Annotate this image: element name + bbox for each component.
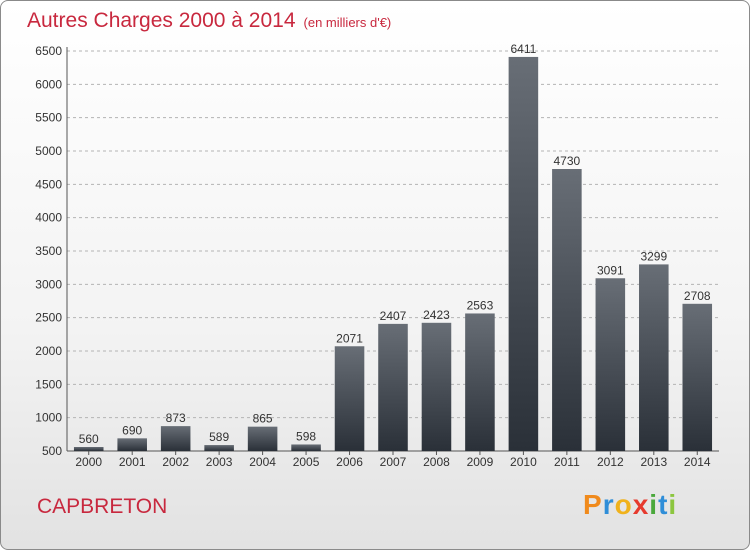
value-label-2003: 589 [209, 430, 229, 444]
value-label-2000: 560 [79, 432, 99, 446]
data-labels: 560 690 873 589 865 598 2071 2407 2423 2563 6411 47… [79, 42, 711, 446]
x-tick-label-2011: 2011 [554, 455, 580, 469]
logo-letter: i [668, 489, 678, 520]
logo-letter: x [632, 489, 650, 520]
x-tick-label-2005: 2005 [293, 455, 320, 469]
x-tick-label-2000: 2000 [75, 455, 102, 469]
value-label-2010: 6411 [510, 42, 536, 56]
x-tick-label-2008: 2008 [423, 455, 450, 469]
x-tick-label-2013: 2013 [640, 455, 667, 469]
x-tick-label-2014: 2014 [684, 455, 711, 469]
y-tick-label: 4500 [35, 177, 62, 191]
y-tick-label: 6500 [35, 44, 62, 58]
y-tick-label: 2000 [35, 344, 62, 358]
x-tick-label-2003: 2003 [206, 455, 233, 469]
bar-2004 [247, 426, 278, 451]
y-tick-label: 4000 [35, 211, 62, 225]
title-text: Autres Charges 2000 à 2014 [27, 9, 296, 32]
value-label-2001: 690 [122, 423, 142, 437]
value-label-2005: 598 [296, 429, 316, 443]
bar-2009 [465, 313, 495, 451]
x-tick-label-2007: 2007 [380, 455, 407, 469]
unit-note: (en milliers d'€) [303, 15, 392, 30]
y-tick-label: 2500 [35, 311, 62, 325]
value-label-2007: 2407 [380, 309, 407, 323]
bar-2003 [204, 445, 234, 451]
bar-2014 [682, 303, 713, 451]
bar-2006 [334, 346, 365, 451]
value-label-2011: 4730 [554, 154, 581, 168]
value-label-2004: 865 [253, 412, 273, 426]
bars [73, 56, 713, 451]
logo-letter: t [658, 489, 669, 520]
value-label-2008: 2423 [423, 308, 450, 322]
logo-letter: o [614, 489, 633, 520]
bar-2001 [117, 438, 147, 451]
axes: 500 1000 1500 2000 2500 3000 3500 4000 4500 5000 5… [35, 44, 719, 469]
x-tick-label-2006: 2006 [336, 455, 363, 469]
value-label-2012: 3091 [597, 263, 624, 277]
y-tick-label: 5500 [35, 111, 62, 125]
bar-2012 [595, 278, 626, 451]
x-tick-label-2002: 2002 [162, 455, 189, 469]
bar-2002 [160, 426, 191, 451]
bar-2011 [552, 169, 582, 451]
bar-2007 [378, 323, 408, 451]
value-label-2002: 873 [166, 411, 186, 425]
commune-name: CAPBRETON [37, 495, 168, 518]
logo-letter: r [602, 489, 615, 520]
y-tick-label: 3500 [35, 244, 62, 258]
x-tick-label-2004: 2004 [249, 455, 276, 469]
y-tick-label: 5000 [35, 144, 62, 158]
chart-title: Autres Charges 2000 à 2014 (en milliers d… [27, 9, 391, 33]
value-label-2013: 3299 [640, 249, 667, 263]
logo-letter: P [583, 489, 603, 520]
value-label-2006: 2071 [336, 331, 363, 345]
x-tick-label-2010: 2010 [510, 455, 537, 469]
value-label-2014: 2708 [684, 289, 711, 303]
proxiti-logo: Proxiti [583, 489, 677, 521]
x-tick-label-2009: 2009 [467, 455, 494, 469]
y-tick-label: 3000 [35, 277, 62, 291]
bar-2005 [291, 444, 321, 451]
logo-letter: i [649, 489, 659, 520]
bar-2008 [421, 322, 452, 451]
y-tick-label: 6000 [35, 77, 62, 91]
bar-2000 [73, 447, 104, 451]
y-tick-label: 500 [42, 444, 62, 458]
x-tick-label-2012: 2012 [597, 455, 624, 469]
y-tick-label: 1000 [35, 411, 62, 425]
y-tick-label: 1500 [35, 377, 62, 391]
value-label-2009: 2563 [467, 298, 494, 312]
bar-2013 [639, 264, 669, 451]
bar-2010 [508, 56, 539, 451]
x-tick-label-2001: 2001 [119, 455, 146, 469]
